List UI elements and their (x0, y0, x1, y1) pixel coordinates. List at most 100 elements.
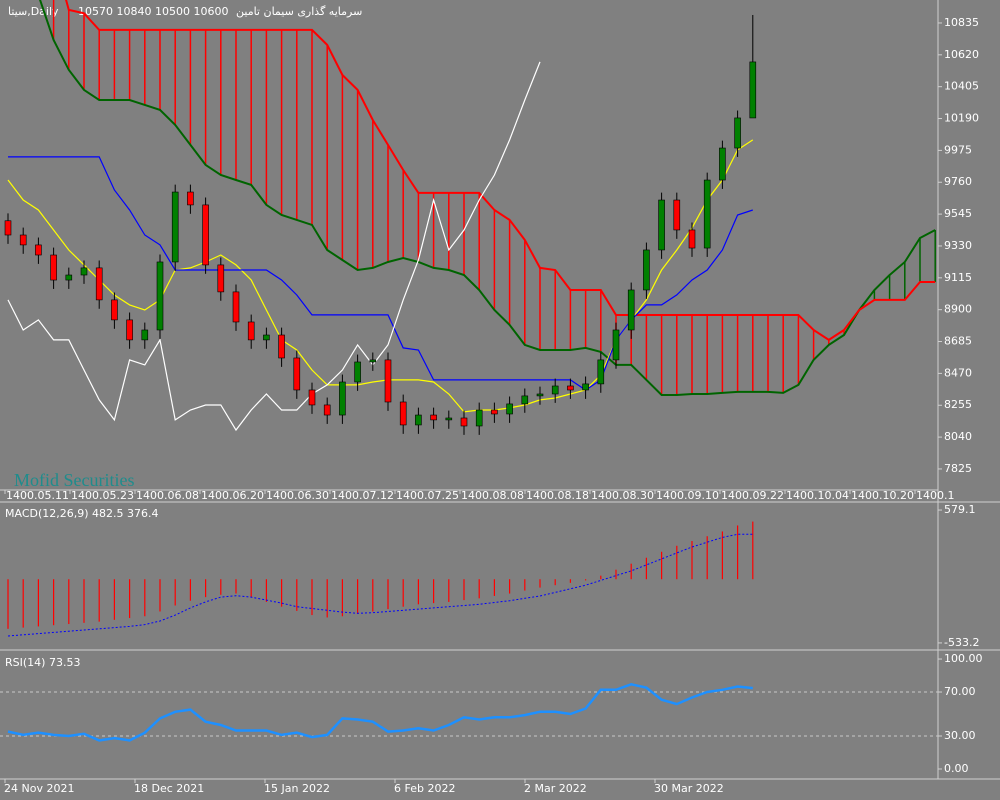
candle-body (521, 395, 529, 405)
x-tick-label: 18 Dec 2021 (134, 782, 204, 795)
x-tick-label: 30 Mar 2022 (654, 782, 724, 795)
y-tick-label: 579.1 (944, 503, 976, 516)
y-tick-label: 100.00 (944, 652, 983, 665)
ohlc-text: 10570 10840 10500 10600 (78, 5, 228, 18)
candle-body (35, 244, 42, 256)
senkou-span-a (39, 0, 936, 396)
y-tick-label: 8900 (944, 303, 972, 316)
candle-body (384, 359, 392, 403)
candle-body (445, 417, 453, 421)
y-tick-label: 8470 (944, 366, 972, 379)
y-tick-label: 10620 (944, 48, 979, 61)
candle-body (673, 199, 681, 231)
x-tick-label: 1400.1 (916, 489, 955, 502)
candle-body (171, 191, 179, 263)
candle-body (475, 409, 483, 427)
candle-body (582, 383, 589, 391)
candle-body (50, 254, 57, 281)
candle-body (719, 147, 726, 181)
candle-body (232, 291, 240, 323)
candle-body (643, 249, 650, 291)
x-tick-label: 1400.05.11 (6, 489, 69, 502)
y-tick-label: 30.00 (944, 729, 976, 742)
rsi-title: RSI(14) 73.53 (5, 656, 80, 669)
candle-body (141, 329, 149, 341)
candle-body (247, 321, 255, 341)
candle-body (658, 199, 665, 251)
x-tick-label: 1400.10.04 (786, 489, 849, 502)
y-tick-label: 10835 (944, 16, 979, 29)
candle-body (263, 334, 270, 341)
candle-body (65, 274, 73, 281)
candle-body (293, 357, 301, 391)
candle-body (627, 289, 635, 331)
company-name: سرمایه گذاری سیمان تامین (236, 5, 362, 18)
x-tick-label: 1400.06.08 (136, 489, 199, 502)
candle-body (95, 267, 103, 301)
x-tick-label: 24 Nov 2021 (4, 782, 74, 795)
y-tick-label: 8685 (944, 335, 972, 348)
candle-body (80, 267, 88, 276)
candle-body (19, 234, 27, 246)
y-tick-label: 0.00 (944, 762, 969, 775)
candle-body (308, 389, 316, 406)
senkou-span-b (65, 0, 936, 342)
candle-body (703, 179, 711, 249)
x-tick-label: 1400.08.30 (591, 489, 654, 502)
watermark: Mofid Securities (14, 470, 134, 490)
x-tick-label: 1400.06.20 (201, 489, 264, 502)
x-tick-label: 1400.08.18 (526, 489, 589, 502)
candle-body (217, 264, 225, 293)
y-tick-label: 7825 (944, 462, 972, 475)
y-tick-label: 8040 (944, 430, 972, 443)
y-tick-label: 9115 (944, 271, 972, 284)
y-tick-label: 8255 (944, 398, 972, 411)
candle-body (156, 261, 164, 331)
candle-body (688, 229, 696, 249)
candle-body (597, 359, 605, 385)
candle-body (187, 191, 194, 206)
candle-body (4, 220, 12, 236)
candle-body (369, 359, 377, 363)
candle-body (202, 204, 209, 266)
candle-body (612, 329, 620, 361)
candle-body (430, 414, 437, 421)
x-tick-label: 1400.09.22 (721, 489, 784, 502)
candle-body (399, 401, 407, 426)
indicator-line (7, 61, 541, 432)
y-tick-label: 10190 (944, 112, 979, 125)
x-tick-label: 1400.09.10 (656, 489, 719, 502)
symbol-title: سیتا,Daily (8, 5, 59, 18)
y-tick-label: -533.2 (944, 636, 979, 649)
x-tick-label: 1400.08.08 (461, 489, 524, 502)
x-tick-label: 1400.07.12 (331, 489, 394, 502)
candle-body (323, 404, 331, 416)
candle-body (126, 319, 133, 341)
y-tick-label: 9330 (944, 239, 972, 252)
candle-body (567, 385, 574, 391)
x-tick-label: 1400.06.30 (266, 489, 329, 502)
candle-body (111, 299, 118, 321)
y-tick-label: 9545 (944, 207, 972, 220)
y-tick-label: 10405 (944, 80, 979, 93)
candle-body (491, 409, 498, 415)
candle-body (536, 393, 544, 397)
candle-body (749, 61, 757, 119)
y-tick-label: 9760 (944, 175, 972, 188)
candle-body (506, 403, 513, 415)
candle-body (278, 334, 285, 359)
y-tick-label: 9975 (944, 143, 972, 156)
macd-title: MACD(12,26,9) 482.5 376.4 (5, 507, 159, 520)
x-tick-label: 6 Feb 2022 (394, 782, 455, 795)
x-tick-label: 1400.10.20 (851, 489, 914, 502)
macd-signal (7, 533, 753, 637)
candle-body (551, 385, 559, 395)
y-tick-label: 70.00 (944, 685, 976, 698)
candle-body (339, 381, 346, 416)
x-tick-label: 2 Mar 2022 (524, 782, 587, 795)
x-tick-label: 1400.05.23 (71, 489, 134, 502)
